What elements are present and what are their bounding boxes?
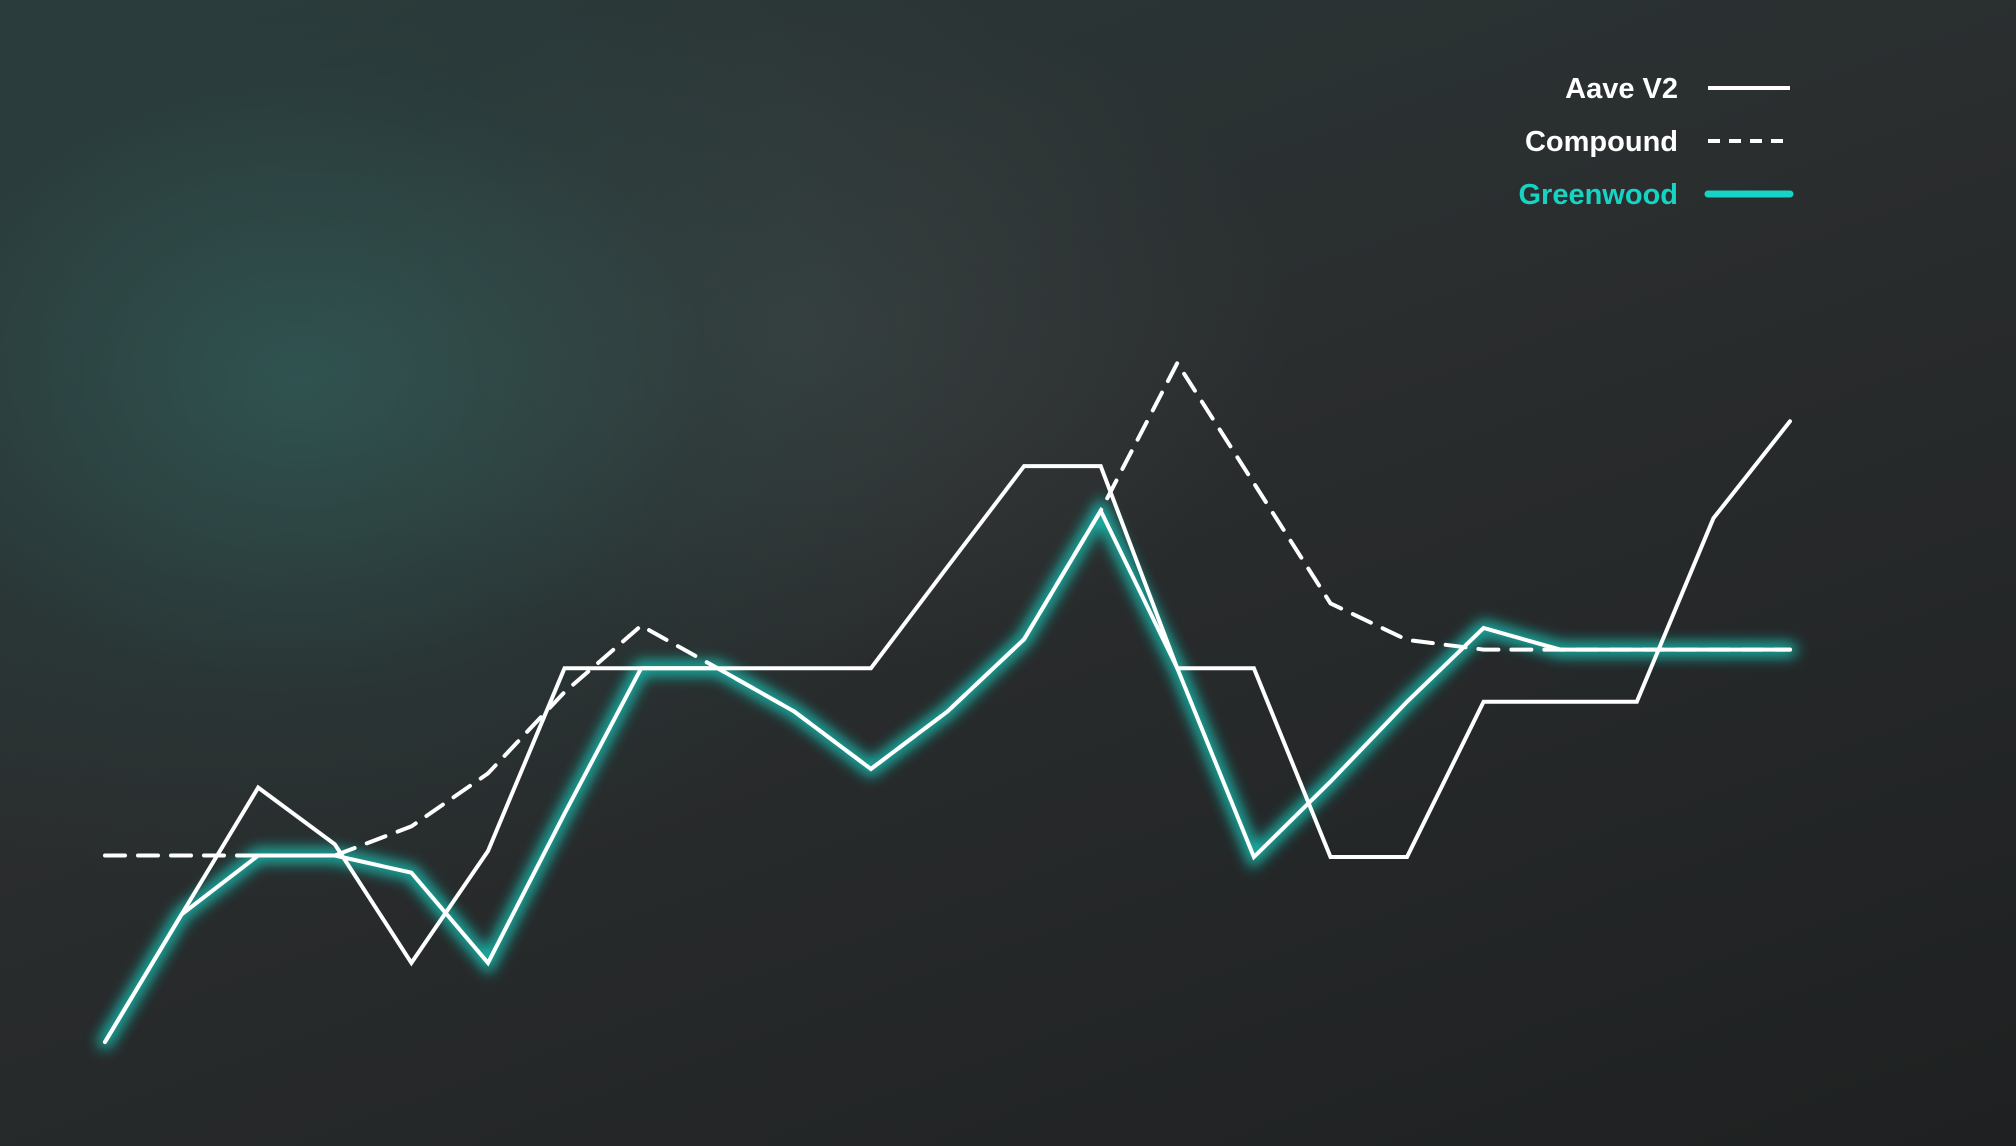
legend-label-compound: Compound bbox=[1525, 126, 1678, 158]
legend-label-aave-v2: Aave V2 bbox=[1565, 73, 1678, 105]
series-line-aave-v2 bbox=[103, 419, 1792, 1044]
series-glow-greenwood bbox=[98, 496, 1797, 1049]
series-line-compound bbox=[103, 359, 1792, 858]
legend: Aave V2 Compound Greenwood bbox=[1518, 73, 1797, 211]
series-aave-v2 bbox=[103, 419, 1792, 1044]
series-compound bbox=[103, 359, 1792, 858]
legend-label-greenwood: Greenwood bbox=[1518, 179, 1678, 211]
plot-area bbox=[98, 359, 1797, 1049]
series-line-greenwood bbox=[103, 506, 1792, 1044]
series-greenwood bbox=[98, 496, 1797, 1049]
